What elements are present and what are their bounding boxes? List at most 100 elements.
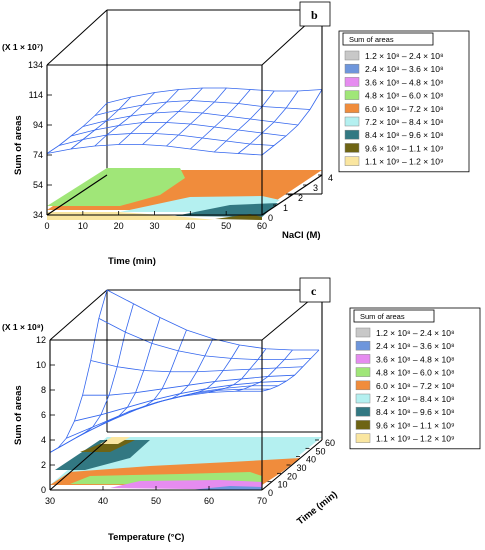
y-tick-label: 2	[298, 193, 303, 203]
panel-b-legend: Sum of areas 1.2 × 10⁸ – 2.4 × 10⁸ 2.4 × 1…	[338, 30, 470, 173]
surface-mesh-line	[70, 96, 132, 150]
panel-b-box-back	[46, 9, 323, 195]
panel-b-letter-box	[299, 1, 331, 27]
legend-swatch	[344, 90, 360, 100]
legend-swatch	[344, 77, 360, 87]
legend-title-box	[353, 309, 435, 323]
z-tick-label: 114	[29, 90, 43, 100]
surface-mesh-line	[102, 317, 161, 425]
z-tick-label: 8	[41, 385, 46, 395]
z-tick-label: 0	[41, 485, 46, 495]
legend-entry-label: 3.6 × 10⁸ – 4.8 × 10⁸	[376, 354, 455, 364]
panel-b-y-label: NaCl (M)	[282, 230, 321, 241]
surface-mesh-line	[155, 338, 214, 403]
legend-title: Sum of areas	[349, 35, 394, 44]
panel-b-contour-floor	[47, 168, 322, 220]
y-tick-label: 30	[297, 463, 307, 473]
contour-region-green	[47, 168, 185, 206]
surface-mesh-line	[98, 318, 311, 361]
surface-mesh-line	[49, 289, 108, 453]
panel-c-letter: c	[311, 284, 317, 298]
panel-b-z-axis: 34 54 74 94 114 134	[28, 60, 52, 220]
y-tick-label: 10	[278, 480, 288, 490]
panel-c-multiplier: (X 1 × 10⁸)	[2, 322, 44, 332]
x-tick-label: 60	[204, 496, 214, 506]
surface-mesh-line	[76, 303, 134, 438]
surface-mesh-line	[142, 87, 203, 145]
y-tick-label: 40	[306, 455, 316, 465]
y-tick-label: 1	[283, 203, 288, 213]
surface-mesh-line	[166, 87, 227, 147]
legend-title: Sum of areas	[360, 312, 405, 321]
surface-mesh-line	[94, 100, 311, 116]
legend-entry-label: 9.6 × 10⁸ – 1.1 × 10⁹	[365, 143, 444, 153]
legend-entry-label: 9.6 × 10⁸ – 1.1 × 10⁹	[376, 420, 455, 430]
legend-swatch	[344, 63, 360, 74]
y-tick-label: 50	[316, 446, 326, 456]
panel-c-x-axis: 30 40 50 60 70	[45, 486, 267, 506]
legend-swatch	[344, 103, 360, 114]
x-tick-label: 40	[98, 496, 108, 506]
x-tick-label: 50	[221, 221, 231, 231]
contour-region-teal	[55, 440, 150, 470]
legend-swatch	[344, 116, 360, 127]
surface-mesh-line	[46, 144, 263, 156]
legend-entry-label: 2.4 × 10⁸ – 3.6 × 10⁸	[365, 64, 444, 74]
z-tick-label: 12	[36, 335, 46, 345]
contour-region-teal	[175, 203, 278, 217]
panel-b-z-label: Sum of areas	[13, 115, 24, 175]
legend-entry-label: 1.1 × 10⁹ – 1.2 × 10⁹	[365, 157, 444, 167]
y-tick-label: 3	[313, 183, 318, 193]
x-tick-label: 0	[44, 221, 49, 231]
legend-entry-label: 6.0 × 10⁸ – 7.2 × 10⁸	[376, 381, 455, 391]
surface-mesh-line	[58, 133, 275, 146]
y-tick-label: 20	[287, 471, 297, 481]
legend-frame	[349, 307, 481, 450]
panel-c-response-surface	[49, 289, 320, 453]
legend-swatch	[355, 380, 371, 391]
panel-c-z-axis: 0 2 4 6 8 10 12	[36, 335, 55, 495]
surface-mesh-line	[261, 349, 320, 392]
panel-c-letter-box	[299, 277, 331, 303]
legend-swatch	[355, 367, 371, 377]
z-tick-label: 4	[41, 435, 46, 445]
panel-b-x-label: Time (min)	[108, 256, 156, 267]
legend-entry-label: 3.6 × 10⁸ – 4.8 × 10⁸	[365, 77, 444, 87]
legend-entry-label: 1.2 × 10⁸ – 2.4 × 10⁸	[376, 328, 455, 338]
legend-frame	[338, 30, 470, 173]
z-tick-label: 74	[33, 150, 43, 160]
legend-swatch	[355, 340, 371, 351]
z-tick-label: 2	[41, 460, 46, 470]
x-tick-label: 40	[185, 221, 195, 231]
panel-b-multiplier: (X 1 × 10⁷)	[2, 42, 43, 52]
x-tick-label: 60	[257, 221, 267, 231]
x-tick-label: 70	[257, 496, 267, 506]
x-tick-label: 20	[114, 221, 124, 231]
x-tick-label: 50	[151, 496, 161, 506]
surface-mesh-line	[94, 92, 156, 147]
y-tick-label: 0	[268, 488, 273, 498]
surface-mesh-line	[213, 90, 275, 153]
panel-b-letter: b	[311, 8, 318, 22]
panel-b-x-axis: 0 10 20 30 40 50 60	[44, 211, 267, 231]
surface-mesh-line	[190, 89, 251, 150]
contour-region-blue	[190, 486, 262, 490]
contour-region-olive	[80, 440, 135, 452]
z-tick-label: 54	[33, 180, 43, 190]
legend-swatch	[355, 327, 371, 338]
panel-c-contour-floor	[50, 437, 322, 490]
contour-region-cream	[47, 212, 262, 220]
legend-entry-label: 1.1 × 10⁹ – 1.2 × 10⁹	[376, 434, 455, 444]
surface-mesh-line	[66, 385, 279, 439]
z-tick-label: 34	[33, 210, 43, 220]
y-tick-label: 0	[268, 213, 273, 223]
surface-mesh-line	[118, 89, 179, 145]
legend-title-box	[342, 32, 434, 46]
legend-swatch	[355, 354, 371, 364]
legend-entry-label: 7.2 × 10⁸ – 8.4 × 10⁸	[376, 394, 455, 404]
panel-c-legend: Sum of areas 1.2 × 10⁸ – 2.4 × 10⁸ 2.4 × 1…	[349, 307, 481, 450]
legend-entry-label: 6.0 × 10⁸ – 7.2 × 10⁸	[365, 104, 444, 114]
